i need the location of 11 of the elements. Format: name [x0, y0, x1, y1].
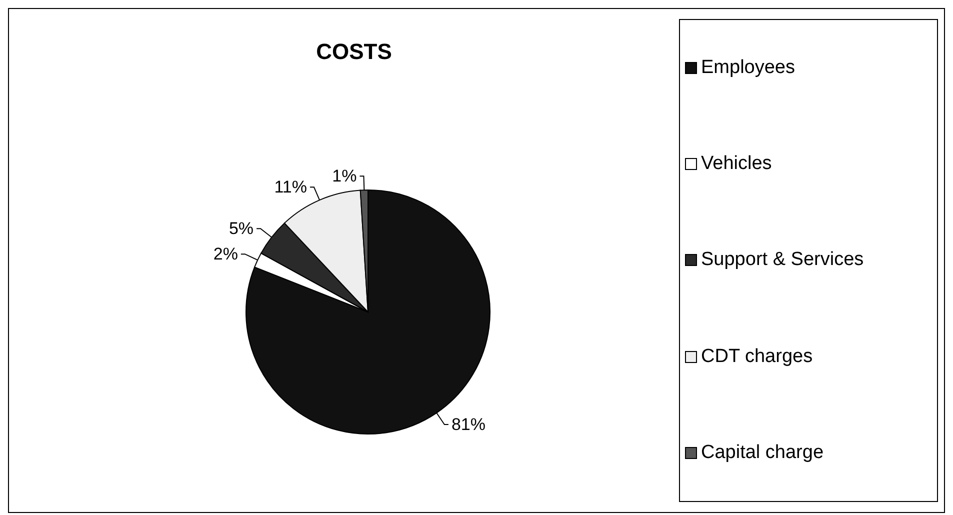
legend-label: CDT charges [701, 346, 813, 368]
legend-label: Vehicles [701, 153, 772, 176]
data-label: 2% [213, 244, 238, 264]
legend-label: Support & Services [701, 249, 864, 272]
data-label: 5% [228, 219, 254, 238]
legend-label: Employees [701, 57, 795, 80]
data-label: 11% [274, 178, 307, 197]
data-label: 81% [451, 414, 486, 434]
legend-label: Capital charge [701, 442, 824, 464]
text: COSTS [315, 39, 393, 65]
data-label: 1% [332, 166, 357, 186]
